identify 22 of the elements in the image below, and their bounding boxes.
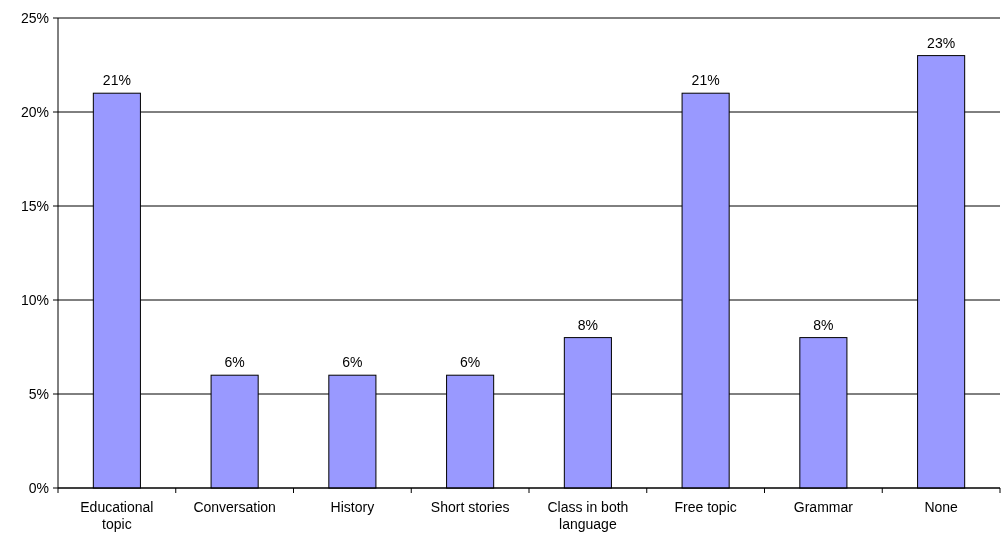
x-tick-label: Educational topic — [80, 499, 154, 532]
y-tick-label: 10% — [20, 291, 49, 308]
x-tick-label: History — [330, 499, 375, 515]
y-tick-label: 25% — [20, 9, 49, 26]
data-label: 6% — [460, 354, 481, 371]
data-label: 8% — [813, 316, 834, 333]
data-label: 21% — [691, 72, 720, 89]
x-tick-label: Class in both language — [547, 499, 629, 532]
data-label: 8% — [577, 316, 598, 333]
y-tick-label: 5% — [28, 385, 49, 402]
y-tick-label: 15% — [20, 197, 49, 214]
x-tick-label: Free topic — [674, 499, 737, 515]
x-tick-label: Grammar — [793, 499, 854, 515]
x-tick-label: Short stories — [430, 499, 510, 515]
data-label: 21% — [102, 72, 131, 89]
data-label: 6% — [224, 354, 245, 371]
x-tick-label: None — [924, 499, 959, 515]
data-label: 23% — [927, 34, 956, 51]
data-label: 6% — [342, 354, 363, 371]
y-tick-label: 20% — [20, 103, 49, 120]
y-tick-label: 0% — [28, 479, 49, 496]
x-tick-label: Conversation — [193, 499, 276, 515]
